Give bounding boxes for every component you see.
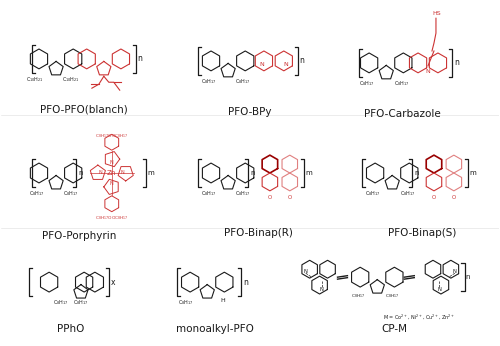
Text: O: O (452, 195, 456, 200)
Text: H: H (220, 298, 224, 303)
Text: C$_8$H$_{17}$O: C$_8$H$_{17}$O (95, 132, 112, 140)
Text: n: n (138, 54, 142, 63)
Text: C$_8$H$_{17}$: C$_8$H$_{17}$ (366, 189, 381, 198)
Text: PFO-PFO(blanch): PFO-PFO(blanch) (40, 104, 128, 115)
Text: C$_8$H$_{17}$: C$_8$H$_{17}$ (64, 189, 79, 198)
Text: C$_8$H$_{17}$O: C$_8$H$_{17}$O (95, 215, 112, 222)
Text: C$_8$H$_{17}$: C$_8$H$_{17}$ (202, 189, 217, 198)
Text: monoalkyl-PFO: monoalkyl-PFO (176, 324, 254, 334)
Text: PFO-Binap(R): PFO-Binap(R) (224, 228, 292, 238)
Text: n: n (466, 274, 470, 280)
Text: N: N (110, 160, 114, 165)
Text: C$_{10}$H$_{21}$: C$_{10}$H$_{21}$ (26, 75, 44, 84)
Text: N: N (284, 62, 288, 67)
Text: N: N (426, 69, 430, 74)
Text: n: n (78, 170, 82, 176)
Text: C$_8$H$_{17}$: C$_8$H$_{17}$ (360, 79, 375, 88)
Text: PFO-Binap(S): PFO-Binap(S) (388, 228, 456, 238)
Text: C$_{10}$H$_{21}$: C$_{10}$H$_{21}$ (62, 75, 80, 84)
Text: PFO-Carbazole: PFO-Carbazole (364, 109, 440, 119)
Text: m: m (470, 170, 476, 176)
Text: HS: HS (432, 11, 442, 16)
Text: C$_8$H$_{17}$: C$_8$H$_{17}$ (386, 292, 400, 300)
Text: m: m (148, 170, 154, 176)
Text: N: N (453, 269, 457, 274)
Text: N: N (320, 286, 324, 292)
Text: O: O (288, 195, 292, 200)
Text: C$_8$H$_{17}$: C$_8$H$_{17}$ (351, 292, 366, 300)
Text: C$_8$H$_{17}$: C$_8$H$_{17}$ (236, 189, 251, 198)
Text: C$_8$H$_{17}$: C$_8$H$_{17}$ (29, 189, 45, 198)
Text: C$_8$H$_{17}$: C$_8$H$_{17}$ (73, 298, 88, 307)
Text: C$_8$H$_{17}$: C$_8$H$_{17}$ (400, 189, 415, 198)
Text: C$_8$H$_{17}$: C$_8$H$_{17}$ (236, 77, 251, 86)
Text: PPhO: PPhO (58, 324, 84, 334)
Text: CP-M: CP-M (381, 324, 407, 334)
Text: C$_8$H$_{17}$: C$_8$H$_{17}$ (202, 77, 217, 86)
Text: n: n (243, 277, 248, 286)
Text: OC$_8$H$_{17}$: OC$_8$H$_{17}$ (111, 215, 128, 222)
Text: n: n (250, 170, 254, 176)
Text: N: N (121, 171, 124, 175)
Text: Zn: Zn (107, 170, 117, 176)
Text: N: N (437, 286, 441, 292)
Text: C$_8$H$_{17}$: C$_8$H$_{17}$ (178, 298, 194, 307)
Text: O: O (432, 195, 436, 200)
Text: n: n (454, 58, 458, 67)
Text: N: N (110, 181, 114, 186)
Text: O: O (268, 195, 272, 200)
Text: C$_8$H$_{17}$: C$_8$H$_{17}$ (54, 298, 69, 307)
Text: n: n (414, 170, 418, 176)
Text: m: m (306, 170, 312, 176)
Text: PFO-BPy: PFO-BPy (228, 107, 272, 117)
Text: OC$_8$H$_{17}$: OC$_8$H$_{17}$ (111, 132, 128, 140)
Text: PFO-Porphyrin: PFO-Porphyrin (42, 230, 116, 240)
Text: x: x (111, 277, 116, 286)
Text: C$_8$H$_{17}$: C$_8$H$_{17}$ (394, 79, 409, 88)
Text: N: N (260, 62, 264, 67)
Text: n: n (300, 56, 304, 65)
Text: N: N (304, 269, 308, 274)
Text: N: N (99, 171, 102, 175)
Text: M = Co$^{2+}$, Ni$^{2+}$, Cu$^{2+}$, Zn$^{2+}$: M = Co$^{2+}$, Ni$^{2+}$, Cu$^{2+}$, Zn$… (383, 312, 455, 321)
